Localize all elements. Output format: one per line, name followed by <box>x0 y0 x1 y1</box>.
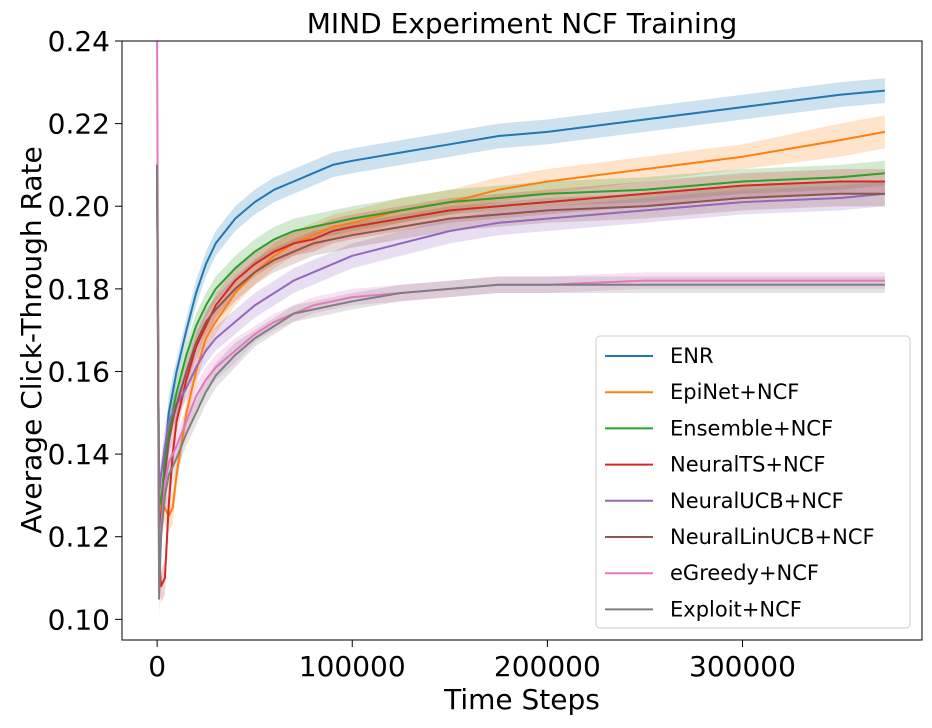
y-tick-label: 0.24 <box>48 25 110 58</box>
series-line-neurallinucb-ncf <box>156 164 885 538</box>
y-tick-label: 0.10 <box>48 603 110 636</box>
x-tick-label: 100000 <box>299 650 406 683</box>
series-line-neuralucb-ncf <box>156 164 885 497</box>
y-axis-label: Average Click-Through Rate <box>15 146 48 533</box>
x-axis-label: Time Steps <box>443 683 600 716</box>
y-tick-label: 0.20 <box>48 190 110 223</box>
series-line-neuralts-ncf <box>156 164 885 588</box>
plot-frame <box>121 40 923 641</box>
legend-label: EpiNet+NCF <box>670 380 799 404</box>
confidence-band-neuralts-ncf <box>157 140 885 603</box>
chart-title: MIND Experiment NCF Training <box>307 7 738 40</box>
confidence-band-neurallinucb-ncf <box>157 140 885 558</box>
x-tick-label: 300000 <box>689 650 796 683</box>
x-tick-label: 0 <box>148 650 166 683</box>
series-line-exploit-ncf <box>156 164 885 600</box>
legend-box <box>595 335 911 629</box>
series-lines <box>156 40 886 600</box>
y-tick-label: 0.14 <box>48 438 110 471</box>
x-tick-label: 200000 <box>494 650 601 683</box>
y-tick-label: 0.18 <box>48 273 110 306</box>
x-axis: 0 100000 200000 300000 <box>148 640 796 683</box>
y-axis: 0.10 0.12 0.14 0.16 0.18 0.20 0.22 0.24 <box>48 25 122 636</box>
legend-label: ENR <box>670 344 714 368</box>
confidence-band-neuralucb-ncf <box>157 140 885 517</box>
y-tick-label: 0.22 <box>48 108 110 141</box>
legend-label: Ensemble+NCF <box>670 416 833 440</box>
series-line-ensemble-ncf <box>156 164 885 505</box>
legend-label: NeuralTS+NCF <box>670 453 825 477</box>
legend: ENR EpiNet+NCF Ensemble+NCF NeuralTS+NCF Neu… <box>595 335 911 629</box>
y-tick-label: 0.16 <box>48 355 110 388</box>
series-line-enr <box>156 89 885 518</box>
legend-label: NeuralUCB+NCF <box>670 489 844 513</box>
series-line-epinet-ncf <box>156 130 886 518</box>
legend-label: Exploit+NCF <box>670 597 802 621</box>
legend-label: eGreedy+NCF <box>670 561 819 585</box>
y-tick-label: 0.12 <box>48 521 110 554</box>
legend-label: NeuralLinUCB+NCF <box>670 525 875 549</box>
